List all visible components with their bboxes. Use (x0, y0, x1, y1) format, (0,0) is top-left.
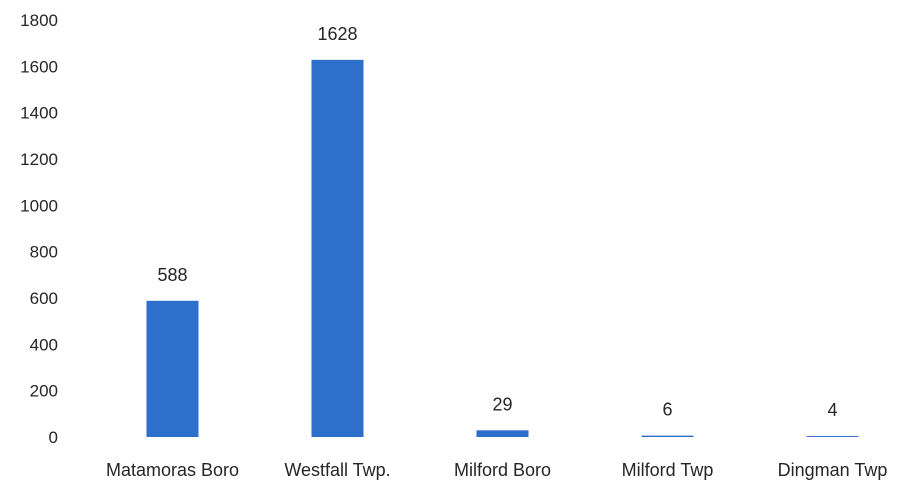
bar-milford-boro (476, 430, 529, 437)
data-label: 4 (827, 400, 837, 420)
y-tick-label: 800 (30, 243, 58, 262)
x-category-label: Milford Boro (454, 460, 551, 480)
data-label: 588 (157, 265, 187, 285)
x-category-label: Dingman Twp (778, 460, 888, 480)
x-category-label: Matamoras Boro (106, 460, 239, 480)
y-tick-label: 1000 (20, 196, 58, 215)
y-axis: 0 200 400 600 800 1000 1200 1400 1600 1800 (20, 11, 58, 447)
y-tick-label: 1200 (20, 150, 58, 169)
data-label: 6 (662, 400, 672, 420)
y-tick-label: 1400 (20, 104, 58, 123)
data-labels: 588 1628 29 6 4 (157, 24, 837, 420)
y-tick-label: 1600 (20, 57, 58, 76)
y-tick-label: 600 (30, 289, 58, 308)
x-axis: Matamoras Boro Westfall Twp. Milford Boro M… (106, 460, 887, 480)
bar-matamoras-boro (146, 300, 199, 437)
x-category-label: Westfall Twp. (284, 460, 390, 480)
bar-milford-twp (641, 435, 694, 437)
data-label: 1628 (317, 24, 357, 44)
y-tick-label: 0 (49, 428, 58, 447)
y-tick-label: 1800 (20, 11, 58, 30)
bar-westfall-twp (311, 59, 364, 437)
x-category-label: Milford Twp (622, 460, 714, 480)
data-label: 29 (492, 394, 512, 414)
y-tick-label: 200 (30, 382, 58, 401)
y-tick-label: 400 (30, 335, 58, 354)
bar-dingman-twp (806, 436, 859, 437)
bars (146, 59, 859, 437)
